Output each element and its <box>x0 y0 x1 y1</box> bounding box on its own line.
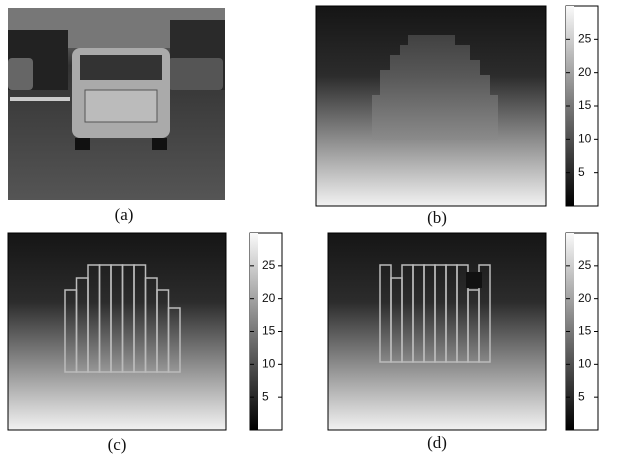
colorbar: 5 10 15 20 25 <box>566 6 598 206</box>
tick-label: 5 <box>578 389 585 403</box>
tick-label: 25 <box>578 258 592 272</box>
tick-label: 25 <box>262 258 276 272</box>
tick-label: 10 <box>578 357 592 371</box>
figure: (a) (b) (c) (d) 5 10 15 20 25 5 10 15 20 25 5 10 15 2… <box>0 0 617 457</box>
caption: (a) <box>115 205 134 224</box>
tick-label: 10 <box>578 132 592 146</box>
tick-label: 15 <box>578 98 592 112</box>
tick-label: 20 <box>578 65 592 79</box>
depth-map <box>316 6 546 206</box>
tick-label: 20 <box>578 291 592 305</box>
caption: (c) <box>108 435 127 454</box>
tick-label: 15 <box>578 324 592 338</box>
tick-label: 5 <box>262 389 269 403</box>
depth-map <box>328 233 546 430</box>
photo <box>8 8 225 200</box>
depth-map <box>8 233 226 430</box>
tick-label: 20 <box>262 291 276 305</box>
colorbar: 5 10 15 20 25 <box>566 233 598 430</box>
tick-label: 15 <box>262 324 276 338</box>
caption: (d) <box>427 433 447 452</box>
tick-label: 5 <box>578 165 585 179</box>
tick-label: 10 <box>262 357 276 371</box>
colorbar: 5 10 15 20 25 <box>250 233 282 430</box>
caption: (b) <box>427 208 447 227</box>
tick-label: 25 <box>578 32 592 46</box>
